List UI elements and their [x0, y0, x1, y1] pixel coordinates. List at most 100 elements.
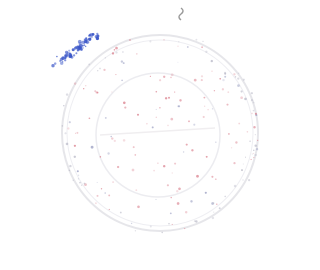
- ink-speck: [156, 117, 157, 118]
- ink-speck: [100, 156, 101, 157]
- ink-speck: [63, 105, 64, 106]
- ink-speck: [193, 124, 195, 126]
- ink-speck: [123, 139, 126, 142]
- ink-speck: [206, 156, 208, 158]
- ink-speck: [251, 99, 253, 101]
- ink-speck: [78, 178, 79, 179]
- ink-speck: [66, 143, 69, 146]
- ink-speck: [115, 51, 117, 53]
- ink-speck: [216, 204, 217, 205]
- ink-speck: [97, 182, 98, 183]
- ink-speck: [89, 117, 91, 119]
- ink-speck: [251, 92, 253, 94]
- ink-speck: [156, 109, 157, 110]
- ink-speck: [254, 144, 256, 146]
- ink-speck: [56, 56, 58, 58]
- ink-speck: [190, 200, 192, 202]
- ink-speck: [78, 40, 82, 44]
- ink-speck: [74, 156, 76, 158]
- ink-speck: [171, 73, 174, 76]
- ink-speck: [152, 126, 154, 128]
- ink-speck: [159, 79, 161, 81]
- ink-speck: [105, 117, 107, 119]
- ink-speck: [134, 154, 136, 156]
- ink-speck: [224, 76, 226, 78]
- ink-speck: [255, 113, 257, 115]
- ink-speck: [84, 183, 86, 185]
- ink-speck: [135, 230, 136, 231]
- ink-speck: [75, 133, 76, 134]
- ink-speck: [251, 113, 253, 115]
- ink-speck: [176, 190, 178, 192]
- ink-speck: [108, 194, 110, 196]
- ink-speck: [219, 207, 221, 209]
- ink-speck: [97, 195, 99, 197]
- ink-speck: [231, 147, 232, 148]
- ink-speck: [251, 159, 252, 160]
- ink-speck: [177, 202, 180, 205]
- ink-speck: [170, 118, 173, 121]
- ink-speck: [69, 53, 71, 55]
- ink-speck: [69, 170, 70, 171]
- ink-speck: [114, 49, 115, 50]
- ink-speck: [85, 85, 86, 86]
- ink-speck: [91, 146, 94, 149]
- ink-speck: [54, 62, 56, 64]
- ink-speck: [66, 93, 68, 95]
- ink-speck: [109, 209, 110, 210]
- ink-speck: [253, 110, 255, 112]
- ink-speck: [222, 79, 224, 81]
- ink-speck: [153, 170, 155, 172]
- ink-speck: [105, 57, 106, 58]
- ink-speck: [211, 71, 212, 72]
- ink-speck: [222, 88, 224, 90]
- ink-speck: [201, 79, 203, 81]
- ink-speck: [187, 46, 189, 48]
- ink-speck: [111, 137, 113, 139]
- ink-speck: [131, 223, 132, 224]
- ink-speck: [132, 169, 135, 172]
- ink-speck: [238, 73, 239, 74]
- ink-speck: [248, 179, 250, 181]
- ink-speck: [79, 182, 81, 184]
- ink-speck: [123, 62, 125, 64]
- ink-speck: [215, 141, 217, 143]
- ink-speck: [179, 99, 181, 101]
- ink-speck: [167, 125, 169, 127]
- ink-speck: [174, 92, 175, 93]
- ink-speck: [194, 220, 196, 222]
- ink-speck: [99, 68, 101, 70]
- ink-speck: [201, 75, 203, 77]
- ink-speck: [256, 148, 258, 150]
- ink-speck: [124, 107, 126, 109]
- ink-speck: [212, 202, 214, 204]
- ink-speck: [253, 150, 254, 151]
- ink-speck: [74, 47, 77, 50]
- ink-speck: [111, 91, 112, 92]
- ink-speck: [77, 45, 79, 47]
- ink-speck: [238, 123, 240, 125]
- ink-speck: [237, 77, 239, 79]
- ink-speck: [136, 53, 138, 55]
- ink-speck: [247, 131, 249, 133]
- ink-speck: [137, 114, 139, 116]
- ink-speck: [170, 212, 172, 214]
- ink-speck: [243, 79, 245, 81]
- ink-speck: [185, 211, 187, 213]
- ink-speck: [75, 52, 77, 54]
- ink-speck: [174, 163, 176, 165]
- ink-speck: [212, 217, 214, 219]
- ink-speck: [219, 78, 221, 80]
- ink-speck: [204, 106, 205, 107]
- ink-speck: [161, 232, 162, 233]
- ink-speck: [68, 54, 72, 58]
- ink-speck: [86, 41, 89, 44]
- ink-speck: [163, 39, 165, 41]
- ink-speck: [84, 39, 85, 40]
- ink-speck: [74, 82, 76, 84]
- ink-speck: [82, 41, 85, 44]
- ink-speck: [64, 132, 66, 134]
- ink-speck: [159, 107, 161, 109]
- ink-speck: [60, 62, 63, 65]
- ink-speck: [205, 51, 207, 53]
